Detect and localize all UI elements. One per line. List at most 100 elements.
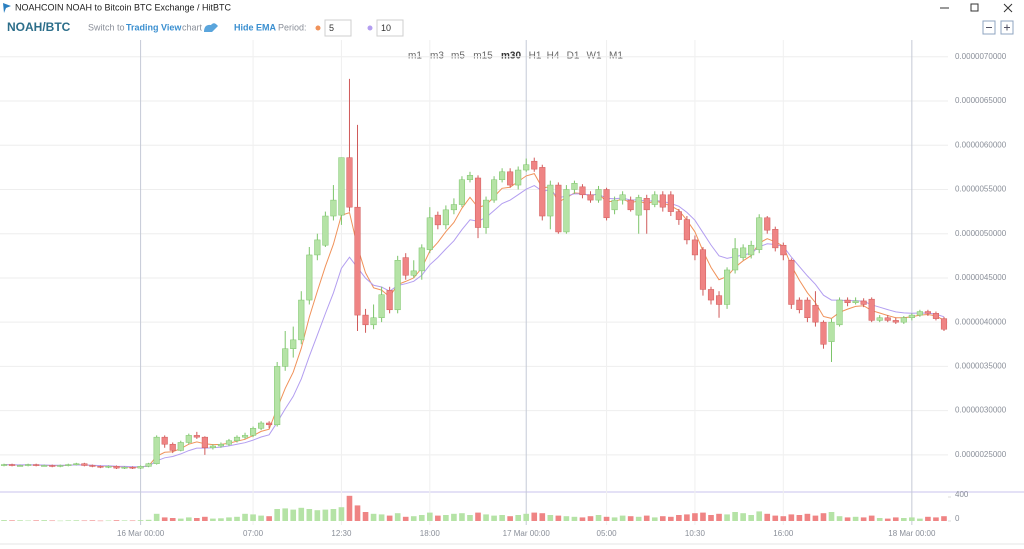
- timeframe-button[interactable]: m15: [473, 51, 493, 62]
- volume-bar: [266, 516, 272, 521]
- volume-bar: [113, 520, 120, 521]
- ema-period-input[interactable]: [324, 19, 352, 37]
- volume-bar: [362, 512, 369, 521]
- volume-bar: [402, 516, 409, 521]
- volume-bar: [764, 513, 771, 521]
- ema-line: [3, 185, 945, 468]
- volume-bar: [708, 515, 714, 521]
- timeframe-button[interactable]: M1: [609, 51, 623, 62]
- volume-bar: [121, 520, 128, 521]
- volume-bar: [941, 516, 947, 521]
- volume-bar: [177, 518, 184, 521]
- candle-body: [780, 244, 787, 256]
- timeframe-button[interactable]: m1: [408, 51, 422, 62]
- volume-bar: [651, 517, 658, 521]
- app-icon: [3, 3, 11, 13]
- x-tick-label: 07:00: [243, 529, 264, 538]
- candle-body: [274, 366, 281, 426]
- volume-bar: [378, 514, 385, 521]
- candle-body: [844, 299, 851, 303]
- volume-bar: [499, 515, 505, 521]
- candle-body: [306, 254, 313, 301]
- candle-body: [531, 160, 538, 170]
- candle-body: [740, 247, 747, 258]
- volume-bar: [716, 513, 722, 521]
- candle-body: [860, 300, 867, 305]
- candle-body: [338, 157, 345, 216]
- y-tick-label: 0.0000065000: [955, 96, 1007, 105]
- candle-body: [282, 348, 289, 367]
- candle-body: [241, 435, 249, 438]
- volume-bar: [290, 509, 297, 521]
- candle-body: [491, 179, 498, 201]
- volume-bar: [740, 513, 746, 521]
- volume-bar: [507, 516, 513, 521]
- restore-button[interactable]: [970, 3, 979, 12]
- volume-bar: [587, 516, 594, 521]
- volume-bar: [258, 515, 264, 521]
- candle-body: [884, 317, 891, 321]
- timeframe-button[interactable]: m3: [430, 51, 444, 62]
- trading-view-icon[interactable]: [204, 23, 218, 32]
- hide-ema-button[interactable]: Hide EMA: [234, 22, 277, 32]
- timeframe-button[interactable]: m5: [451, 51, 465, 62]
- candle-body: [715, 295, 723, 305]
- volume-bar: [9, 520, 15, 521]
- candle-body: [266, 422, 273, 426]
- ema-line: [3, 173, 945, 468]
- y-tick-label: 0.0000050000: [955, 229, 1007, 238]
- trading-view-link[interactable]: Trading View: [126, 22, 182, 32]
- candle-body: [523, 164, 530, 171]
- y-tick-label: 0.0000025000: [955, 450, 1007, 459]
- candle-body: [57, 465, 64, 467]
- volume-bar: [852, 516, 859, 521]
- candle-body: [876, 317, 883, 321]
- candle-body: [65, 464, 72, 466]
- volume-bar: [169, 518, 176, 521]
- candle-body: [225, 440, 233, 445]
- candle-body: [290, 339, 297, 349]
- volume-bar: [242, 513, 248, 521]
- volume-bar: [161, 517, 168, 521]
- candle-body: [563, 189, 570, 233]
- x-tick-label: 18 Mar 00:00: [888, 529, 936, 538]
- candle-body: [201, 436, 208, 449]
- volume-bar: [410, 516, 417, 521]
- volume-bar: [330, 509, 337, 521]
- candle-body: [619, 194, 626, 201]
- candle-body: [796, 299, 803, 311]
- ema-period-input[interactable]: [376, 19, 404, 37]
- volume-bar: [250, 514, 256, 521]
- candle-body: [515, 169, 522, 186]
- close-button[interactable]: [1003, 3, 1013, 13]
- candle-body: [748, 244, 755, 256]
- volume-bar: [884, 518, 891, 521]
- candle-body: [209, 445, 216, 449]
- volume-bar: [41, 520, 47, 521]
- timeframe-button[interactable]: H1: [529, 51, 542, 62]
- timeframe-button[interactable]: W1: [587, 51, 602, 62]
- timeframe-button[interactable]: D1: [567, 51, 580, 62]
- zoom-in-icon: [1004, 24, 1010, 31]
- candle-body: [137, 466, 144, 469]
- candle-body: [458, 179, 466, 205]
- volume-bar: [483, 514, 489, 521]
- volume-tick-label: 0: [955, 514, 960, 523]
- candle-body: [73, 463, 80, 465]
- candle-body: [81, 463, 88, 466]
- volume-bar: [523, 513, 530, 521]
- volume-bar: [322, 509, 329, 521]
- x-tick-label: 05:00: [597, 529, 618, 538]
- timeframe-button[interactable]: H4: [547, 51, 560, 62]
- pair-label: NOAH/BTC: [7, 20, 71, 34]
- volume-bar: [451, 513, 457, 521]
- volume-bar: [370, 513, 377, 521]
- candle-body: [442, 209, 449, 226]
- timeframe-button[interactable]: m30: [501, 51, 521, 62]
- candle-body: [812, 305, 819, 323]
- x-tick-label: 10:30: [685, 529, 706, 538]
- candle-body: [354, 206, 361, 316]
- volume-bar: [17, 520, 23, 521]
